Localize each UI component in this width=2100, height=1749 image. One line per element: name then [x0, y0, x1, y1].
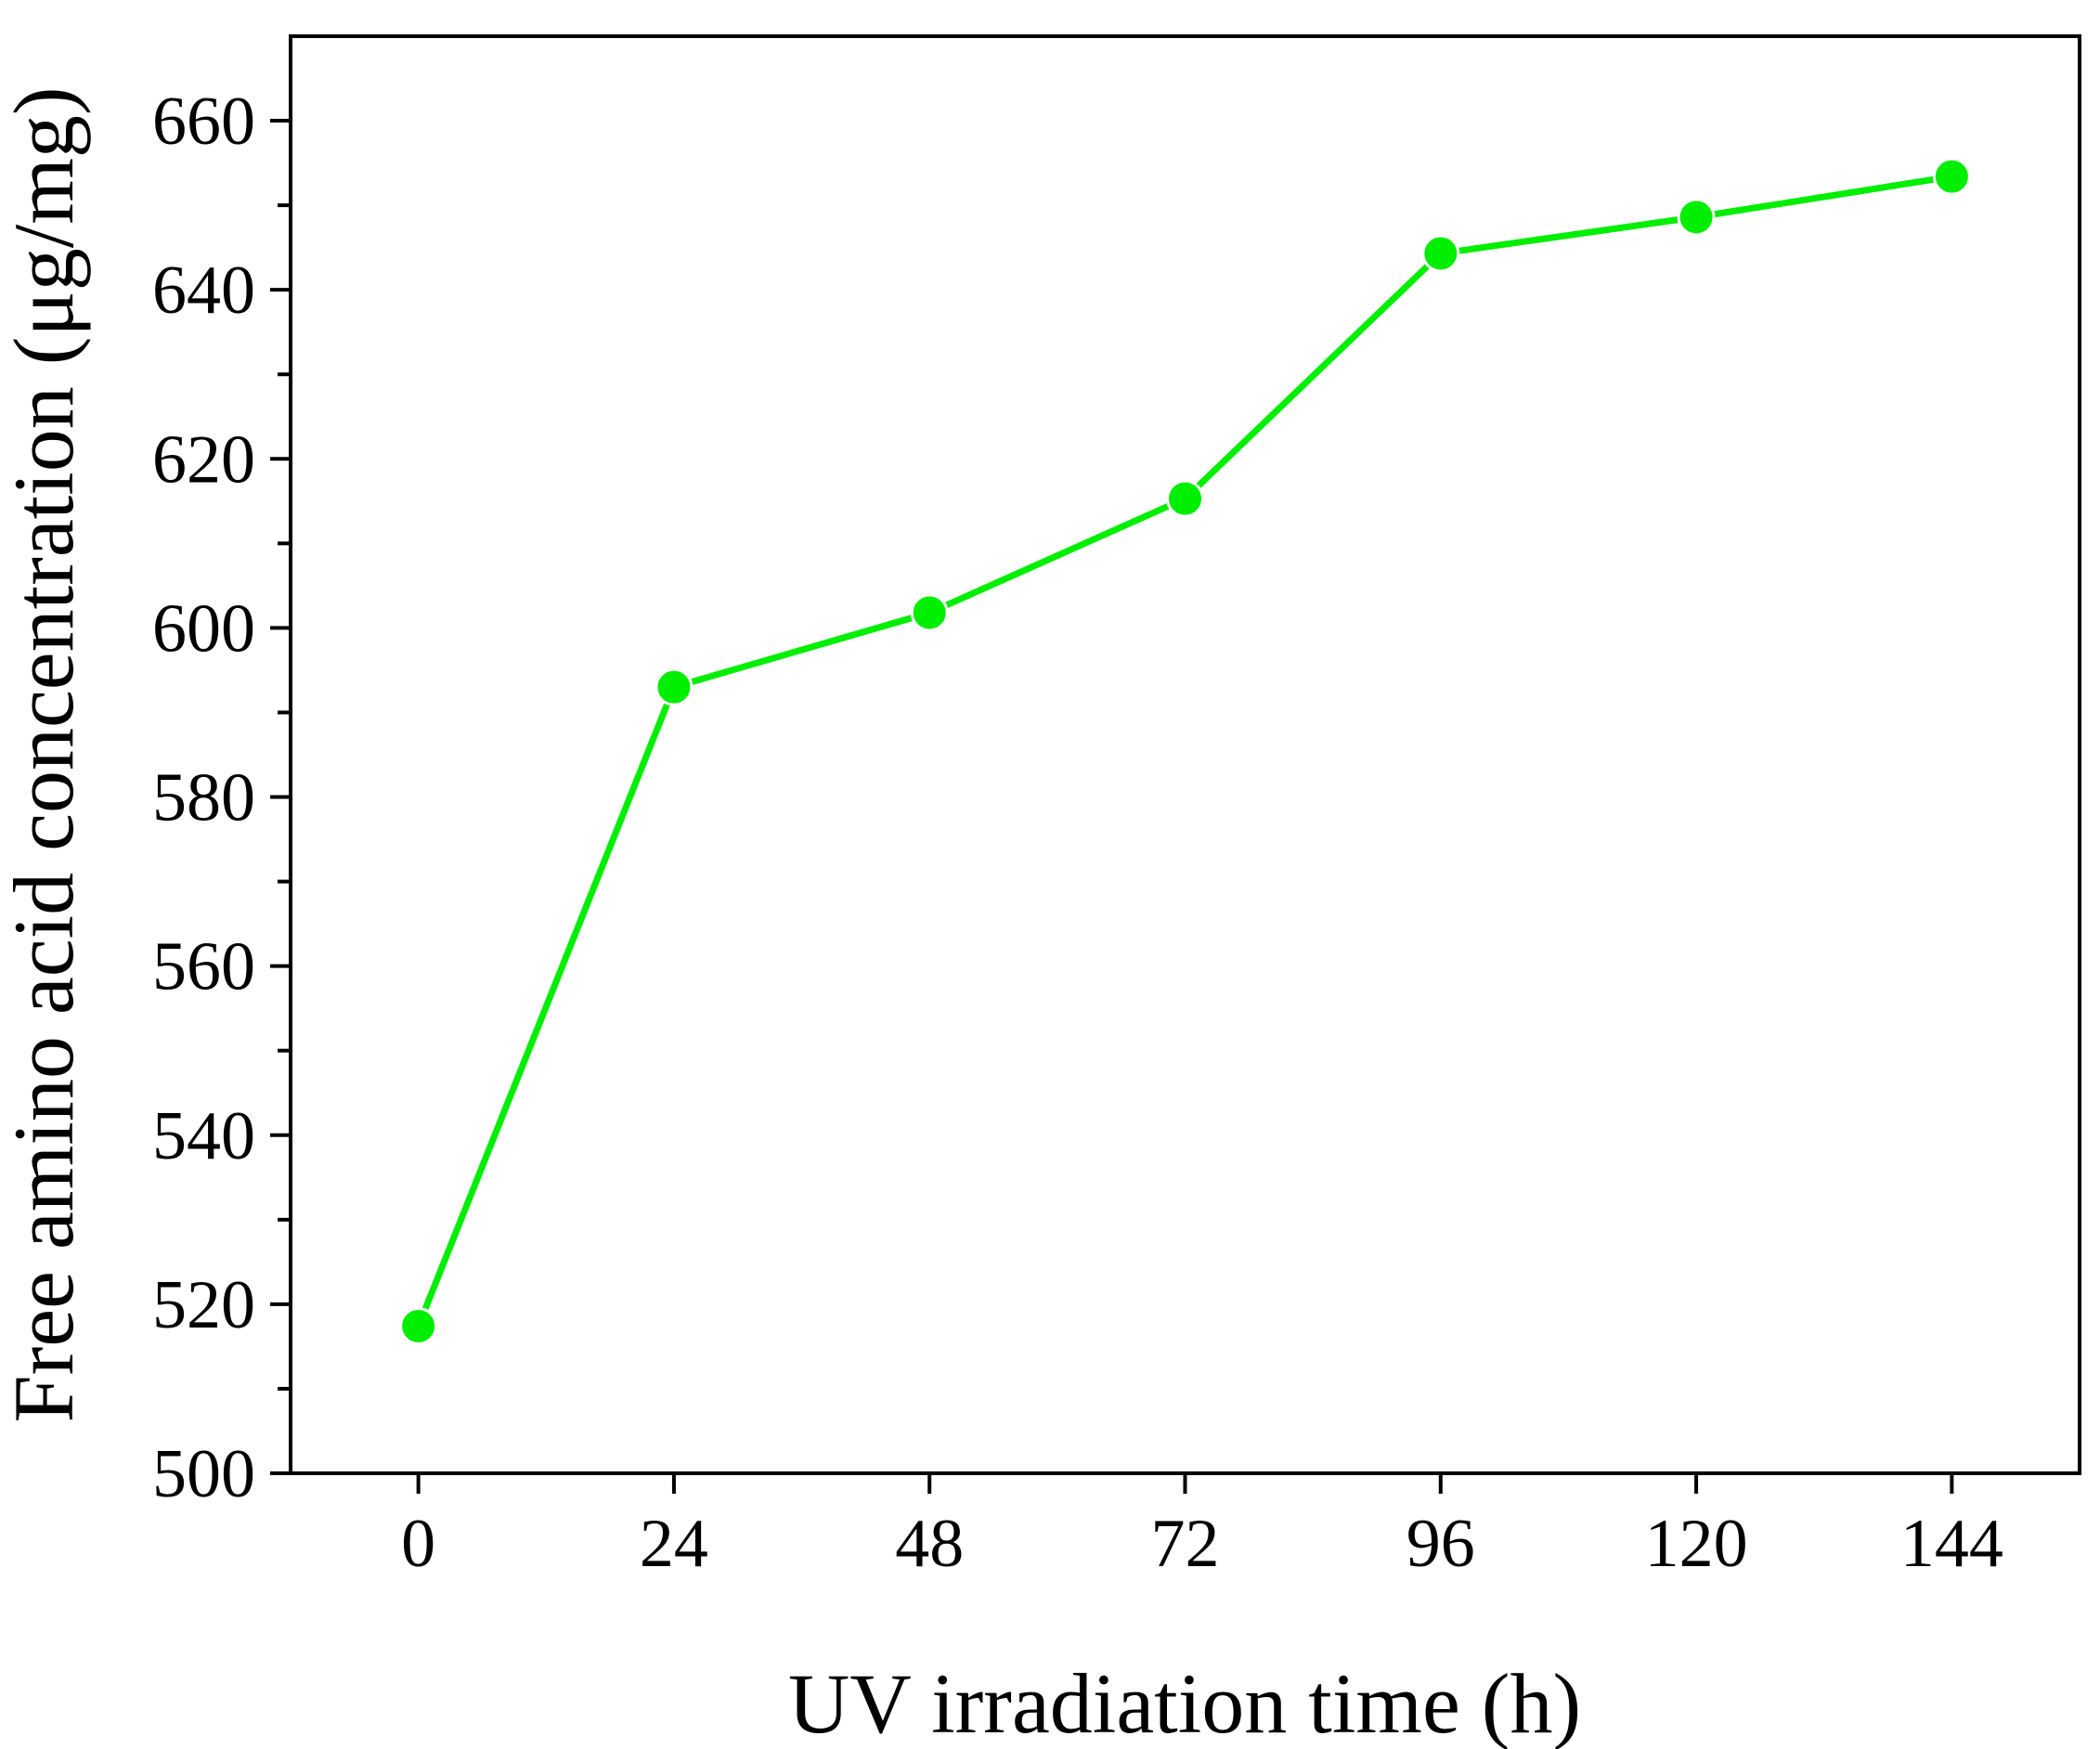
x-tick-label: 48 [895, 1506, 964, 1582]
data-point [1932, 157, 1971, 196]
x-tick-label: 144 [1900, 1506, 2003, 1582]
axis-ticks: 0 24 48 72 96 120 144 500 520 540 560 580 600 620 640 6… [152, 84, 2003, 1582]
y-tick-label: 580 [152, 760, 255, 836]
data-point [910, 593, 949, 632]
x-tick-label: 72 [1151, 1506, 1220, 1582]
data-point [1421, 234, 1460, 273]
data-point [1677, 198, 1716, 237]
x-tick-label: 120 [1645, 1506, 1748, 1582]
data-point [655, 667, 694, 706]
x-tick-label: 96 [1406, 1506, 1475, 1582]
x-tick-label: 0 [401, 1506, 435, 1582]
y-tick-label: 560 [152, 929, 255, 1005]
x-axis-label: UV irradiation time (h) [788, 1656, 1581, 1749]
x-tick-label: 24 [640, 1506, 708, 1582]
data-point [399, 1307, 438, 1346]
y-tick-label: 620 [152, 421, 255, 498]
data-point [1166, 479, 1204, 518]
plot-frame [289, 34, 2081, 1475]
series-group [399, 157, 1971, 1346]
y-tick-label: 540 [152, 1098, 255, 1174]
y-tick-label: 500 [152, 1436, 255, 1512]
y-tick-label: 600 [152, 590, 255, 667]
series-line [415, 173, 1952, 1328]
y-tick-label: 660 [152, 84, 255, 160]
y-tick-label: 520 [152, 1267, 255, 1343]
y-tick-label: 640 [152, 253, 255, 329]
y-axis-label: Free amino acid concentration (μg/mg) [0, 86, 91, 1422]
